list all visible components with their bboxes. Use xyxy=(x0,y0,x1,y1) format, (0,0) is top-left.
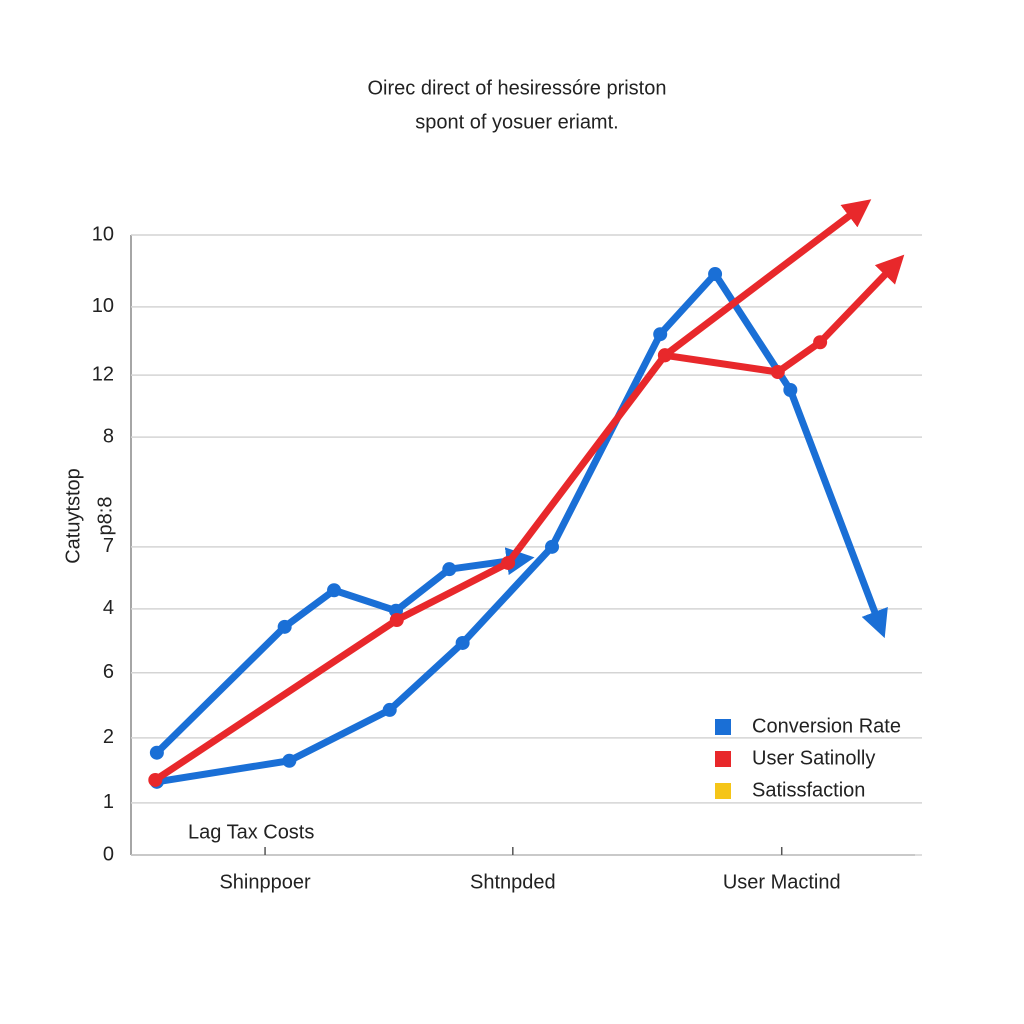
y-tick-label: 8 xyxy=(103,425,114,447)
y-tick-label: 7 xyxy=(103,535,114,557)
annotation: Lag Tax Costs xyxy=(188,821,314,843)
y-tick-label: 1 xyxy=(103,791,114,813)
legend-swatch xyxy=(715,751,731,767)
point xyxy=(148,772,163,787)
y-axis-label: Catuytstop xyxy=(62,468,84,564)
point xyxy=(501,555,516,570)
legend-label: Satissfaction xyxy=(752,779,865,801)
point xyxy=(389,613,404,628)
y-tick-label: 10 xyxy=(92,295,114,317)
point xyxy=(770,365,785,380)
x-tick-label: User Mactind xyxy=(723,871,841,893)
point xyxy=(442,562,457,577)
legend-label: User Satinolly xyxy=(752,747,875,769)
y-tick-label: 4 xyxy=(103,597,114,619)
point xyxy=(783,383,798,397)
legend-label: Conversion Rate xyxy=(752,715,901,737)
y-axis-label: p8:8 xyxy=(94,497,116,536)
point xyxy=(455,635,470,650)
y-tick-label: 6 xyxy=(103,661,114,683)
point xyxy=(277,619,292,634)
chart-title: Oirec direct of hesiressóre priston xyxy=(367,77,666,99)
y-tick-label: 0 xyxy=(103,843,114,865)
point xyxy=(657,348,672,363)
line xyxy=(154,547,535,756)
legend-swatch xyxy=(715,783,731,799)
point xyxy=(327,583,342,598)
point xyxy=(149,745,164,760)
y-tick-label: 12 xyxy=(92,363,114,385)
point xyxy=(382,702,397,717)
y-tick-label: 2 xyxy=(103,726,114,748)
x-tick-label: Shtnpded xyxy=(470,871,556,893)
line xyxy=(153,254,905,783)
point xyxy=(545,539,560,554)
x-tick-label: Shinppoer xyxy=(219,871,311,893)
point xyxy=(653,327,668,342)
line xyxy=(662,199,872,359)
point xyxy=(708,267,723,282)
y-tick-label: 10 xyxy=(92,223,114,245)
chart-title: spont of yosuer eriamt. xyxy=(415,111,618,133)
legend-swatch xyxy=(715,719,731,735)
point xyxy=(813,335,828,350)
point xyxy=(282,753,297,768)
